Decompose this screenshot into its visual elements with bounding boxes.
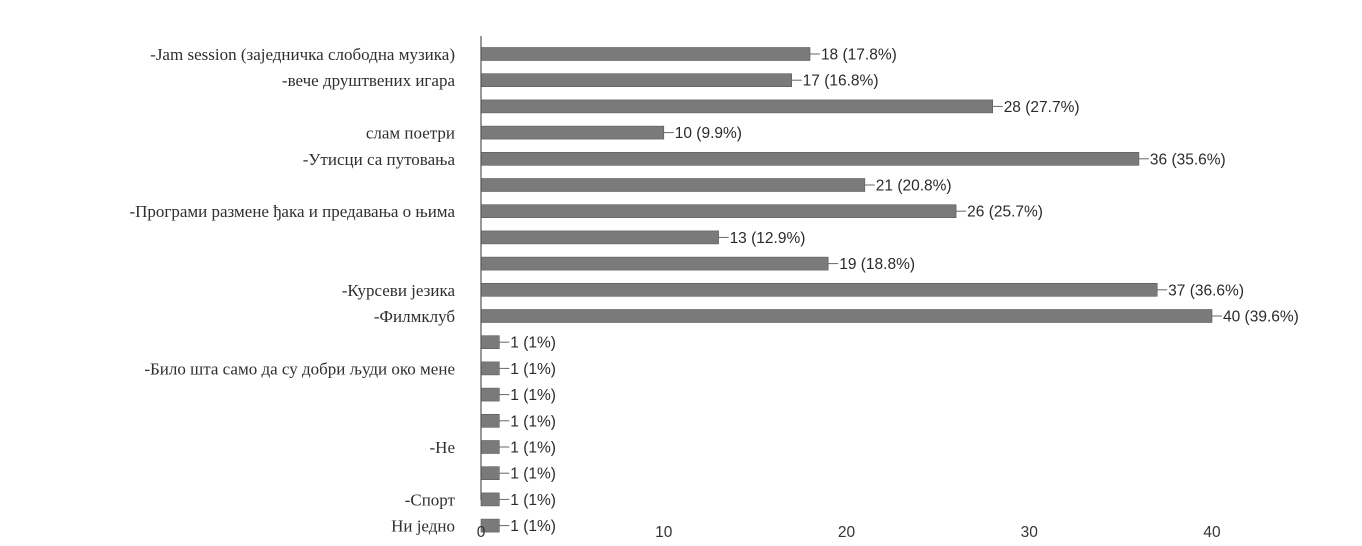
bar: [480, 47, 811, 61]
value-label: 28 (27.7%): [1004, 99, 1080, 116]
value-label: 1 (1%): [510, 466, 556, 483]
bar: [480, 152, 1140, 166]
category-label: слам поетри: [366, 124, 455, 143]
value-label: 1 (1%): [510, 335, 556, 352]
category-label: -Било шта само да су добри људи око мене: [144, 359, 455, 378]
bar: [480, 256, 829, 271]
value-label: 19 (18.8%): [839, 256, 915, 273]
category-label: -Спорт: [405, 490, 456, 509]
x-tick-label: 20: [838, 524, 856, 541]
category-label: -Курсеви језика: [342, 281, 456, 300]
x-tick-label: 30: [1021, 524, 1039, 541]
bar: [480, 387, 500, 402]
value-label: 18 (17.8%): [821, 47, 897, 64]
value-label: 13 (12.9%): [730, 230, 806, 247]
category-label: -вече друштвених игара: [282, 71, 456, 90]
value-label: 40 (39.6%): [1223, 309, 1299, 326]
bar: [480, 73, 793, 87]
x-tick-label: 0: [477, 524, 486, 541]
category-label: -Не: [430, 438, 455, 457]
bar: [480, 492, 500, 507]
value-label: 10 (9.9%): [675, 125, 742, 142]
category-label: Ни једно: [391, 517, 455, 536]
category-label: -Филмклуб: [374, 307, 455, 326]
category-label: -Jam session (заједничка слободна музика…: [150, 45, 455, 64]
value-label: 26 (25.7%): [967, 204, 1043, 221]
bar: [480, 309, 1213, 323]
value-label: 37 (36.6%): [1168, 282, 1244, 299]
bar: [480, 413, 500, 428]
value-label: 1 (1%): [510, 361, 556, 378]
bar: [480, 335, 500, 350]
bar: [480, 361, 500, 376]
bar: [480, 178, 866, 192]
x-tick-label: 40: [1203, 524, 1221, 541]
value-label: 21 (20.8%): [876, 178, 952, 195]
value-label: 1 (1%): [510, 492, 556, 509]
category-labels: -Jam session (заједничка слободна музика…: [129, 45, 455, 536]
bar: [480, 204, 957, 218]
category-label: -Програми размене ђака и предавања о њим…: [129, 202, 455, 221]
bar: [480, 125, 665, 140]
bar: [480, 282, 1158, 297]
bars-layer: [480, 47, 1213, 533]
bar: [480, 230, 719, 245]
value-label: 1 (1%): [510, 518, 556, 535]
value-labels: 18 (17.8%) 17 (16.8%) 28 (27.7%) 10 (9.9%) 3…: [499, 47, 1299, 535]
bar: [480, 440, 500, 454]
value-label: 36 (35.6%): [1150, 151, 1226, 168]
value-label: 17 (16.8%): [803, 73, 879, 90]
bar: [480, 99, 994, 114]
value-label: 1 (1%): [510, 387, 556, 404]
value-label: 1 (1%): [510, 440, 556, 457]
value-label: 1 (1%): [510, 413, 556, 430]
x-axis-ticks: 0 10 20 30 40: [477, 524, 1221, 541]
bar: [480, 466, 500, 481]
x-tick-label: 10: [655, 524, 673, 541]
category-label: -Утисци са путовања: [303, 150, 456, 169]
